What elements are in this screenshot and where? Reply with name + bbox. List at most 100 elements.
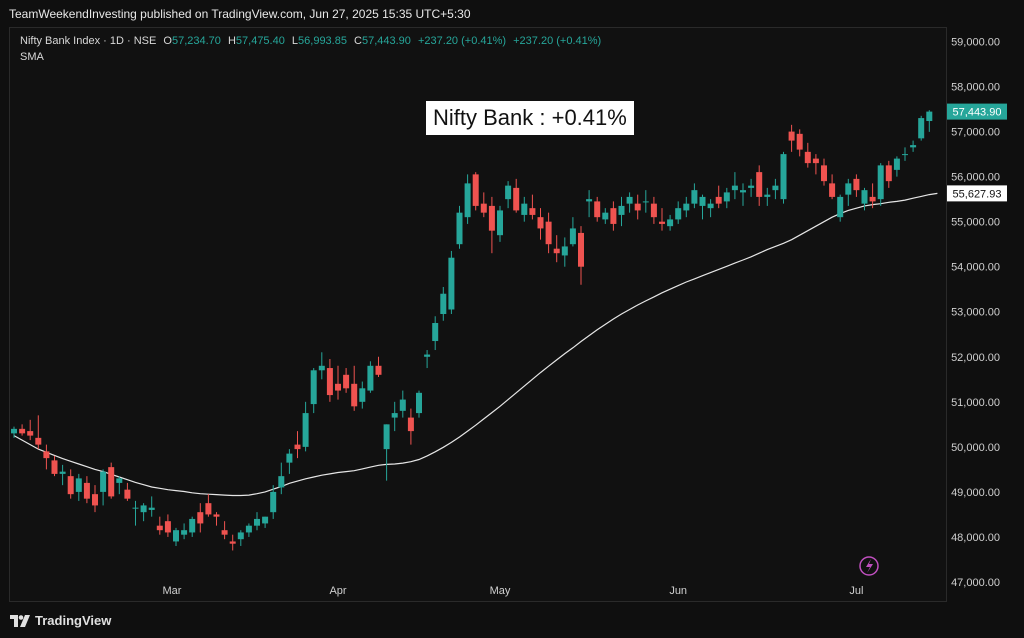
candle-body [383, 424, 390, 450]
x-tick-label: Jul [849, 585, 863, 597]
candle-body [391, 413, 398, 418]
candle-body [456, 212, 463, 245]
candle-body [602, 212, 609, 220]
change-value-secondary: +237.20 (+0.41%) [513, 35, 602, 47]
candle-body [310, 370, 317, 405]
candle-body [780, 154, 787, 200]
candle-body [197, 512, 204, 524]
candle-body [594, 201, 601, 218]
candle-body [642, 201, 649, 203]
candle-body [853, 178, 860, 191]
candle-body [173, 530, 179, 542]
candle-body [756, 172, 763, 197]
candle-body [416, 392, 422, 414]
y-tick-label: 56,000.00 [951, 172, 1000, 184]
published-byline: TeamWeekendInvesting published on Tradin… [9, 7, 471, 21]
candle-body [829, 183, 836, 197]
last-price-tag [947, 103, 1007, 120]
candle-body [893, 158, 900, 170]
candle-body [675, 208, 682, 220]
candle-body [521, 203, 528, 215]
candle-body [910, 145, 917, 148]
candle-body [812, 158, 819, 164]
candle-body [19, 428, 26, 434]
candle-body [432, 323, 439, 342]
candle-body [108, 467, 115, 497]
change-value: +237.20 (+0.41%) [417, 35, 507, 47]
candle-body [918, 118, 925, 139]
x-tick-label: May [490, 585, 511, 597]
candle-body [764, 194, 771, 197]
tradingview-logo-icon [10, 614, 30, 627]
symbol-label: Nifty Bank Index · 1D · NSE [20, 35, 157, 47]
high-label: H [227, 35, 236, 47]
candle-body [796, 133, 803, 150]
low-label: L [291, 35, 299, 47]
chart-pane[interactable] [9, 27, 947, 602]
sma-indicator-label[interactable]: SMA [20, 51, 44, 63]
candle-body [27, 431, 34, 436]
candle-body [294, 444, 301, 450]
candle-body [740, 190, 746, 193]
candle-body [837, 196, 844, 218]
candle-body [424, 354, 431, 357]
candle-body [699, 196, 706, 206]
candle-body [731, 185, 738, 191]
candle-body [707, 203, 714, 209]
candle-body [926, 111, 933, 122]
candle-body [723, 192, 730, 202]
x-tick-label: Apr [329, 585, 346, 597]
candle-body [472, 174, 479, 206]
candle-body [618, 205, 625, 215]
high-value: 57,475.40 [235, 35, 285, 47]
candle-body [821, 165, 827, 182]
sma-line [13, 192, 938, 497]
candle-body [156, 525, 163, 531]
candle-body [626, 196, 633, 204]
close-label: C [354, 35, 362, 47]
candle-body [448, 257, 455, 310]
ohlc-legend: Nifty Bank Index · 1D · NSE O57,234.70 H… [20, 35, 601, 47]
candle-body [748, 185, 755, 188]
y-tick-label: 53,000.00 [951, 307, 1000, 319]
candle-body [302, 413, 309, 447]
candle-body [116, 478, 123, 483]
candle-body [92, 494, 98, 506]
candle-body [148, 507, 155, 510]
candle-body [488, 205, 495, 231]
candle-body [578, 232, 584, 267]
candle-body [367, 365, 374, 391]
brand-name: TradingView [35, 613, 112, 628]
candle-body [59, 471, 66, 474]
open-value: 57,234.70 [171, 35, 221, 47]
candle-body [772, 185, 779, 191]
y-tick-label: 59,000.00 [951, 37, 1000, 49]
candle-body [407, 417, 414, 432]
candle-body [326, 368, 333, 396]
candle-body [715, 196, 722, 204]
candle-body [270, 491, 277, 513]
candle-body [75, 478, 82, 492]
candle-body [229, 541, 236, 544]
candle-body [83, 482, 90, 499]
candle-body [586, 199, 593, 202]
candle-body [553, 248, 560, 254]
candle-body [877, 165, 884, 200]
candle-body [902, 154, 908, 156]
candle-body [634, 203, 641, 211]
candle-body [497, 210, 503, 236]
candle-body [35, 437, 42, 445]
candle-body [869, 196, 876, 202]
candle-body [67, 476, 74, 495]
candle-body [164, 521, 171, 533]
candle-body [11, 428, 17, 434]
candle-body [181, 530, 188, 535]
candle-body [683, 203, 690, 211]
candle-body [561, 246, 568, 256]
candle-body [100, 471, 107, 492]
sma-value-label: 55,627.93 [953, 188, 1002, 200]
candle-body [140, 505, 147, 513]
y-tick-label: 52,000.00 [951, 352, 1000, 364]
candle-body [569, 228, 576, 245]
